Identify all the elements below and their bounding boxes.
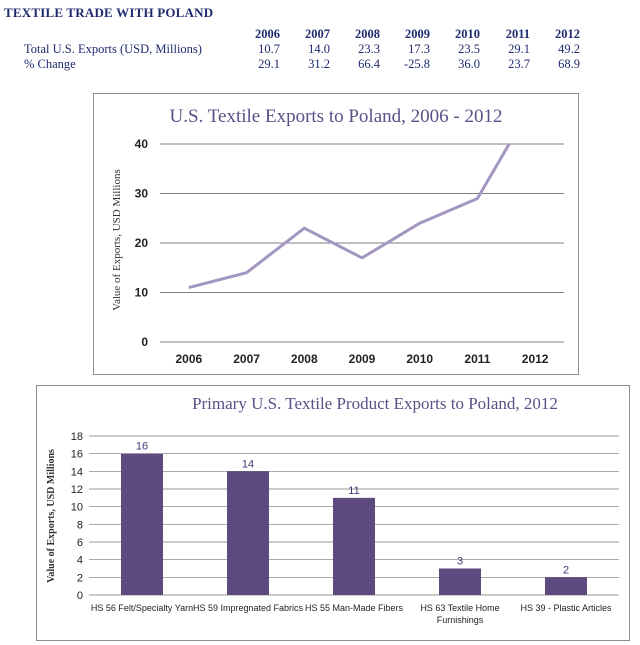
- y-tick-label: 10: [71, 502, 83, 514]
- y-tick-label: 8: [77, 519, 83, 531]
- y-tick-label: 12: [71, 484, 83, 496]
- table-cell: 23.7: [508, 57, 530, 71]
- line-chart-panel: U.S. Textile Exports to Poland, 2006 - 2…: [93, 93, 579, 375]
- data-label: 2: [563, 564, 569, 576]
- data-label: 16: [136, 441, 148, 453]
- table-cell: -25.8: [403, 57, 430, 71]
- x-tick-label: HS 39 - Plastic Articles: [520, 603, 612, 613]
- y-tick-label: 40: [135, 137, 149, 151]
- x-tick-label: 2011: [464, 352, 490, 366]
- year-header: 2007: [305, 27, 330, 41]
- x-tick-label: 2007: [233, 352, 260, 366]
- y-tick-label: 30: [135, 187, 149, 201]
- y-tick-label: 0: [77, 590, 83, 602]
- data-label: 14: [242, 458, 254, 470]
- bar: [121, 453, 163, 595]
- x-tick-label: HS 55 Man-Made Fibers: [305, 603, 404, 613]
- table-cell: 17.3: [408, 42, 430, 56]
- y-tick-label: 6: [77, 537, 83, 549]
- table-cell: 36.0: [458, 57, 480, 71]
- y-tick-label: 20: [135, 236, 149, 250]
- bar: [545, 577, 587, 595]
- row-label: Total U.S. Exports (USD, Millions): [24, 42, 202, 56]
- year-header: 2011: [505, 27, 530, 41]
- bar: [439, 568, 481, 595]
- x-tick-label: 2008: [291, 352, 318, 366]
- table-cell: 23.3: [358, 42, 380, 56]
- year-header: 2006: [255, 27, 280, 41]
- chart-title: Primary U.S. Textile Product Exports to …: [192, 394, 558, 413]
- year-header: 2010: [455, 27, 480, 41]
- table-cell: 49.2: [558, 42, 580, 56]
- x-tick-label: 2012: [522, 352, 549, 366]
- y-tick-label: 10: [135, 286, 149, 300]
- y-axis-label: Value of Exports, USD Millions: [111, 169, 123, 310]
- x-tick-label: HS 56 Felt/Specialty Yarn: [91, 603, 193, 613]
- row-label: % Change: [24, 57, 76, 71]
- table-cell: 14.0: [308, 42, 330, 56]
- y-tick-label: 16: [71, 449, 83, 461]
- table-cell: 23.5: [458, 42, 480, 56]
- bar-chart: Primary U.S. Textile Product Exports to …: [46, 394, 619, 625]
- table-cell: 68.9: [558, 57, 580, 71]
- x-tick-label: 2010: [406, 352, 433, 366]
- bar: [227, 471, 269, 595]
- series-line: [188, 144, 511, 290]
- bar-chart-panel: Primary U.S. Textile Product Exports to …: [36, 385, 630, 641]
- data-label: 11: [348, 485, 359, 497]
- year-header: 2012: [555, 27, 580, 41]
- bar: [333, 497, 375, 595]
- y-tick-label: 18: [71, 431, 83, 443]
- table-cell: 10.7: [258, 42, 280, 56]
- x-tick-label: HS 59 Impregnated Fabrics: [193, 603, 304, 613]
- x-tick-label: HS 63 Textile Home Furnishings: [420, 603, 499, 625]
- data-label: 3: [457, 556, 463, 568]
- page-title: TEXTILE TRADE WITH POLAND: [4, 5, 214, 20]
- line-chart: U.S. Textile Exports to Poland, 2006 - 2…: [111, 106, 564, 366]
- table-cell: 66.4: [358, 57, 380, 71]
- year-header: 2009: [405, 27, 430, 41]
- x-tick-label: 2009: [349, 352, 376, 366]
- y-tick-label: 4: [77, 555, 83, 567]
- table-cell: 31.2: [308, 57, 330, 71]
- table-cell: 29.1: [258, 57, 280, 71]
- table-cell: 29.1: [508, 42, 530, 56]
- y-tick-label: 2: [77, 572, 83, 584]
- x-tick-label: 2006: [176, 352, 203, 366]
- year-header: 2008: [355, 27, 380, 41]
- y-axis-label: Value of Exports, USD Millions: [46, 449, 57, 583]
- chart-title: U.S. Textile Exports to Poland, 2006 - 2…: [170, 106, 503, 127]
- y-tick-label: 14: [71, 466, 83, 478]
- y-tick-label: 0: [141, 335, 148, 349]
